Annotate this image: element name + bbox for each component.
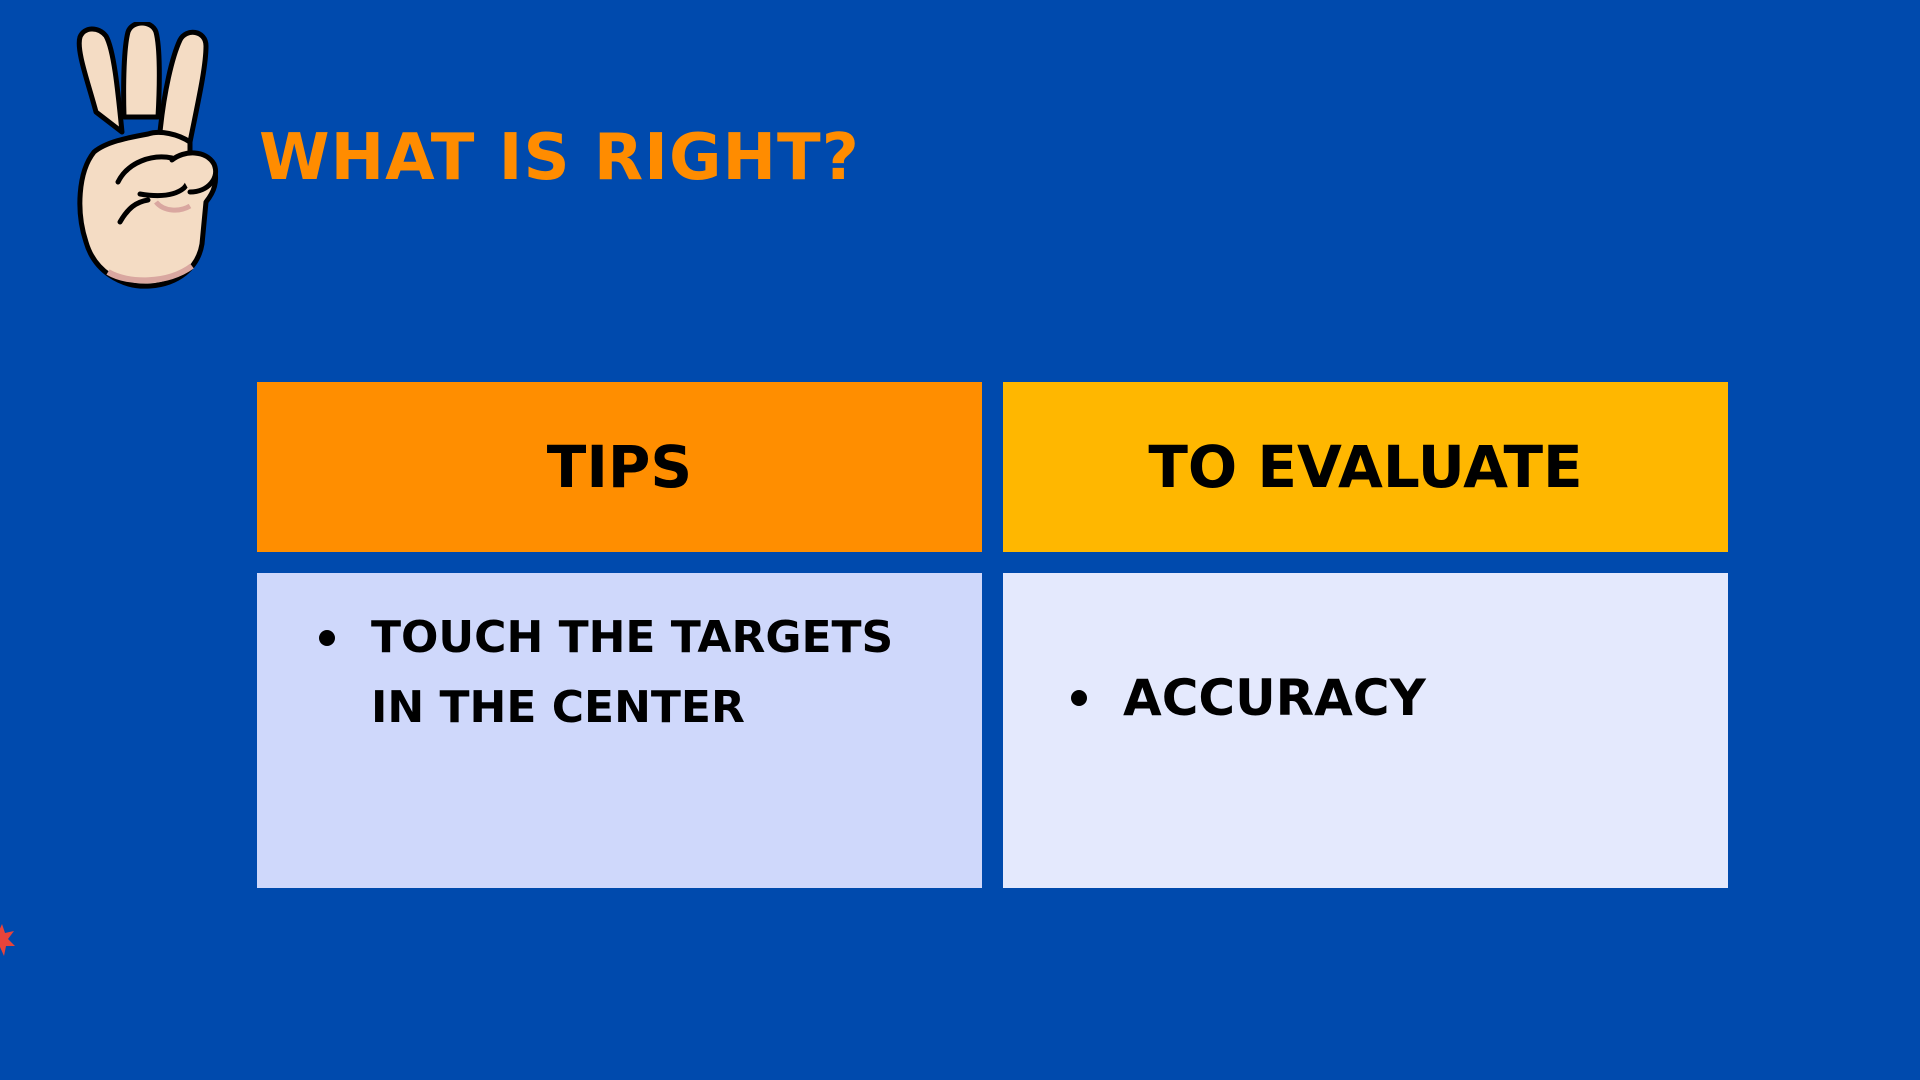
evaluate-header-cell: TO EVALUATE — [1003, 382, 1728, 552]
tips-list: TOUCH THE TARGETS IN THE CENTER — [319, 603, 959, 743]
evaluate-list: ACCURACY — [1071, 663, 1691, 733]
evaluate-list-item: ACCURACY — [1071, 663, 1691, 733]
evaluate-header-label: TO EVALUATE — [1148, 433, 1583, 501]
tips-header-label: TIPS — [546, 433, 693, 501]
tips-header-cell: TIPS — [257, 382, 982, 552]
slide-title: WHAT IS RIGHT? — [259, 121, 860, 195]
three-fingers-hand-icon — [76, 22, 219, 289]
tips-list-item: TOUCH THE TARGETS IN THE CENTER — [319, 603, 959, 743]
starburst-icon — [0, 924, 15, 956]
tips-body-cell: TOUCH THE TARGETS IN THE CENTER — [257, 573, 982, 888]
evaluate-body-cell: ACCURACY — [1003, 573, 1728, 888]
